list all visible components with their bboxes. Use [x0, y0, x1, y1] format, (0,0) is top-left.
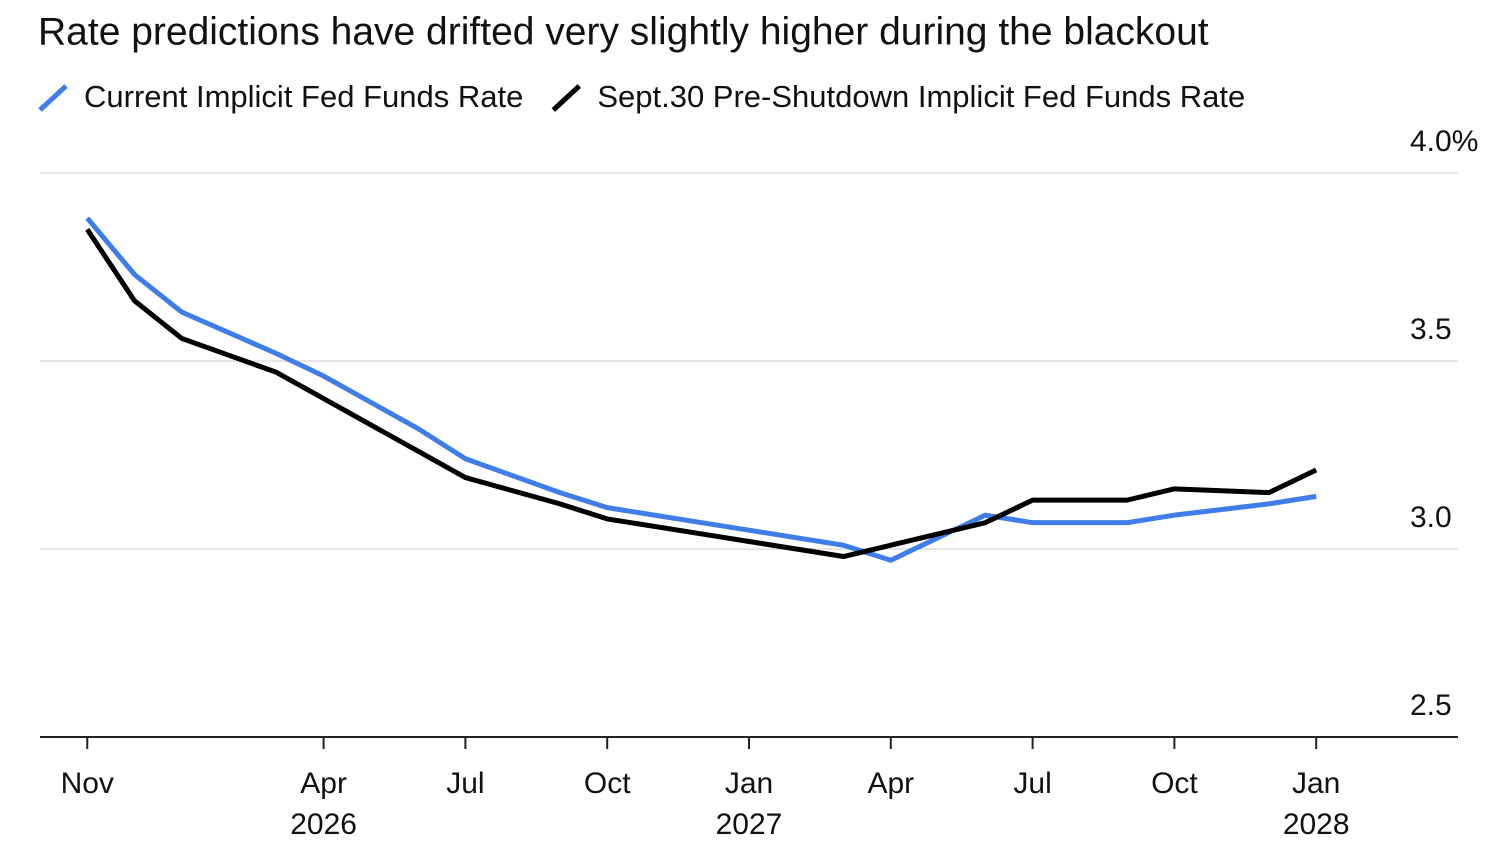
x-tick-label: Oct	[1151, 767, 1198, 800]
x-tick-label: Apr	[300, 767, 347, 800]
chart-title: Rate predictions have drifted very sligh…	[38, 10, 1209, 53]
legend-label: Sept.30 Pre-Shutdown Implicit Fed Funds …	[597, 79, 1245, 114]
legend-swatch	[38, 84, 68, 112]
x-tick-year: 2027	[716, 808, 783, 841]
x-tick-label: Apr	[867, 767, 914, 800]
y-tick-label: 3.5	[1410, 313, 1452, 346]
x-tick-label: Jan	[1292, 767, 1340, 800]
legend-label: Current Implicit Fed Funds Rate	[84, 79, 523, 114]
x-tick-label: Jan	[725, 767, 773, 800]
x-tick-year: 2028	[1283, 808, 1350, 841]
x-tick-label: Oct	[584, 767, 631, 800]
x-tick-label: Nov	[61, 767, 114, 800]
x-tick-label: Jul	[1013, 767, 1051, 800]
y-tick-label: 3.0	[1410, 501, 1452, 534]
y-tick-label: 4.0%	[1410, 125, 1478, 158]
series-line	[85, 228, 1318, 560]
legend-swatch	[551, 84, 582, 112]
x-tick-year: 2026	[290, 808, 357, 841]
x-tick-label: Jul	[446, 767, 484, 800]
y-tick-label: 2.5	[1410, 689, 1452, 722]
series-line	[85, 216, 1317, 563]
